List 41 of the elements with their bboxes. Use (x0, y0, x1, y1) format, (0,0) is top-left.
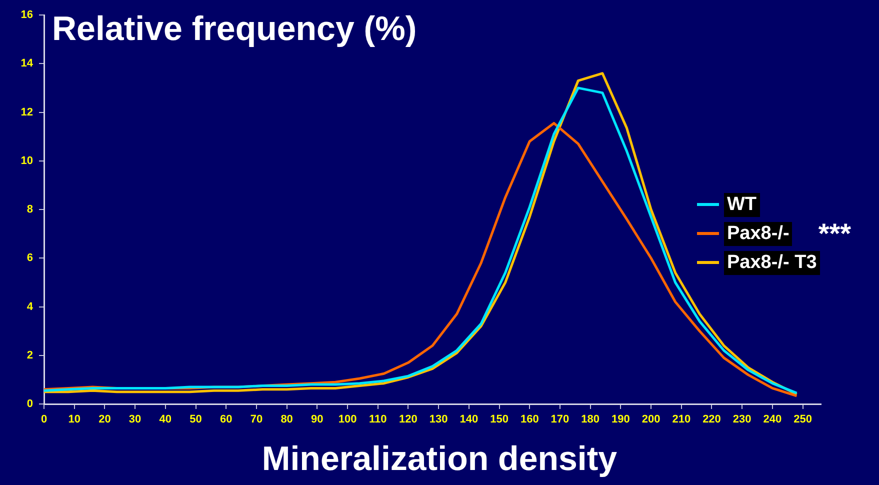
x-tick-label: 10 (68, 414, 80, 426)
x-tick-label: 20 (98, 414, 111, 426)
x-tick-label: 230 (732, 414, 752, 426)
x-tick-label: 60 (220, 414, 232, 426)
x-tick-label: 180 (581, 414, 600, 426)
y-tick-label: 8 (26, 204, 33, 216)
x-tick-label: 210 (672, 414, 691, 426)
x-tick-label: 30 (128, 414, 142, 426)
x-tick-label: 250 (794, 414, 812, 426)
x-tick-label: 130 (429, 414, 448, 426)
x-tick-label: 100 (338, 414, 357, 426)
x-tick-label: 240 (763, 414, 782, 426)
x-tick-label: 0 (40, 414, 48, 426)
y-tick-label: 4 (26, 300, 34, 313)
x-tick-label: 140 (460, 414, 478, 426)
y-axis-title: Relative frequency (%) (52, 10, 417, 49)
x-tick-label: 110 (368, 414, 387, 426)
x-tick-label: 170 (550, 414, 570, 426)
x-tick-label: 70 (250, 414, 263, 426)
y-tick-label: 12 (20, 106, 33, 118)
y-tick-label: 10 (20, 154, 33, 167)
x-tick-label: 220 (702, 414, 721, 426)
x-tick-label: 90 (311, 414, 324, 426)
y-tick-label: 0 (26, 398, 33, 410)
legend-label: Pax8-/- (724, 222, 792, 246)
x-tick-label: 40 (159, 414, 172, 426)
y-tick-label: 14 (20, 58, 34, 70)
annotation: *** (818, 218, 852, 250)
x-tick-label: 50 (190, 414, 202, 426)
legend-label: Pax8-/- T3 (724, 250, 820, 274)
x-tick-label: 120 (399, 414, 418, 426)
x-tick-label: 80 (280, 414, 293, 426)
legend-label: WT (724, 192, 760, 216)
x-tick-label: 200 (642, 414, 660, 426)
x-tick-label: 190 (612, 414, 630, 426)
x-tick-label: 150 (490, 414, 508, 426)
x-axis-title: Mineralization density (260, 440, 618, 479)
y-tick-label: 6 (26, 252, 33, 264)
y-tick-label: 16 (20, 9, 33, 22)
y-tick-label: 2 (26, 349, 33, 362)
x-tick-label: 160 (520, 414, 539, 426)
